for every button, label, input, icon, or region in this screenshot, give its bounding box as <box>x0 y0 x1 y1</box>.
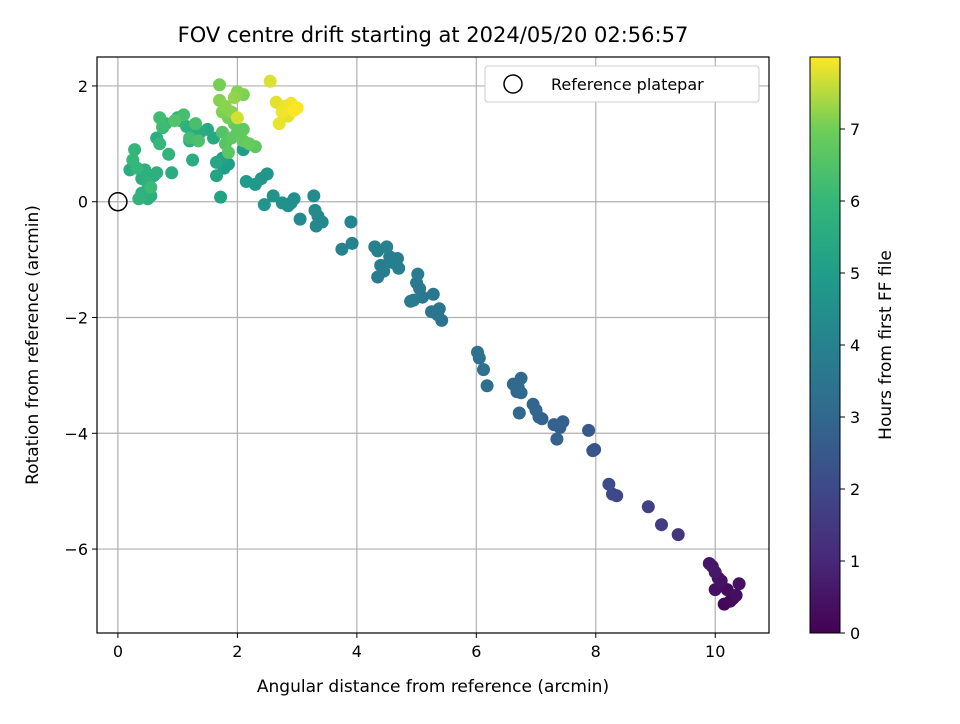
legend-reference-marker <box>503 74 523 94</box>
data-point <box>426 287 440 301</box>
x-tick-label-1: 2 <box>232 642 242 661</box>
data-point <box>345 236 359 250</box>
y-tick-label-0: 2 <box>78 77 88 96</box>
data-point <box>275 105 289 119</box>
x-tick-label-0: 0 <box>113 642 123 661</box>
reference-platepar-marker <box>108 191 128 212</box>
data-point <box>126 153 140 167</box>
data-point <box>477 363 490 377</box>
x-axis-ticks: 0 2 4 6 8 10 <box>113 633 725 661</box>
data-point <box>655 518 668 532</box>
data-point <box>275 196 289 210</box>
data-point <box>287 103 301 117</box>
colorbar-tick-label-1: 1 <box>850 552 860 571</box>
legend-box <box>484 65 760 103</box>
data-point <box>471 345 484 359</box>
data-point <box>192 134 205 148</box>
data-point <box>307 189 321 203</box>
data-point <box>602 477 616 491</box>
data-point <box>586 444 600 458</box>
data-point <box>210 169 223 183</box>
data-point <box>671 528 685 542</box>
data-point <box>309 219 323 233</box>
y-axis-label: Rotation from reference (arcmin) <box>23 205 43 485</box>
data-point <box>144 180 158 194</box>
data-point <box>383 250 397 264</box>
data-point <box>308 203 322 217</box>
x-tick-label-3: 6 <box>471 642 481 661</box>
data-point <box>606 487 619 501</box>
chart-title: FOV centre drift starting at 2024/05/20 … <box>178 23 689 47</box>
data-point <box>221 146 235 159</box>
data-point <box>214 190 228 204</box>
data-point <box>641 500 655 514</box>
data-point <box>153 111 167 125</box>
data-point <box>132 192 146 206</box>
data-point <box>550 432 564 446</box>
data-point <box>210 155 223 169</box>
colorbar-tick-label-3: 3 <box>850 408 860 427</box>
x-axis-label: Angular distance from reference (arcmin) <box>257 677 609 697</box>
data-point <box>380 240 394 254</box>
colorbar-tick-label-6: 6 <box>850 192 860 211</box>
colorbar-tick-label-2: 2 <box>850 480 860 499</box>
data-point <box>162 147 176 161</box>
data-point <box>411 267 425 281</box>
data-point <box>213 78 226 92</box>
data-point <box>512 406 526 420</box>
data-point <box>729 588 743 602</box>
data-point <box>732 577 746 591</box>
colorbar-tick-label-0: 0 <box>850 624 860 643</box>
data-point <box>242 137 256 151</box>
legend: Reference platepar <box>484 65 760 103</box>
colorbar-tick-label-4: 4 <box>850 336 860 355</box>
data-point <box>266 189 280 203</box>
data-point <box>708 565 722 579</box>
data-point <box>128 143 142 157</box>
data-point <box>425 305 438 319</box>
data-point <box>227 91 241 104</box>
data-point <box>263 74 277 88</box>
y-tick-label-2: −2 <box>64 309 88 328</box>
data-point <box>165 166 179 180</box>
colorbar: 0 1 2 3 4 5 6 7 Hours from first FF file <box>809 56 896 643</box>
data-point <box>150 166 164 180</box>
colorbar-gradient <box>809 56 841 634</box>
data-point <box>168 114 182 128</box>
data-points <box>123 74 746 611</box>
y-tick-label-3: −4 <box>64 424 88 443</box>
data-point <box>514 371 528 385</box>
data-point <box>368 240 382 254</box>
y-tick-label-4: −6 <box>64 540 88 559</box>
data-point <box>344 215 358 229</box>
data-point <box>186 153 200 167</box>
data-point <box>230 111 244 125</box>
data-point <box>257 198 271 212</box>
x-tick-label-5: 10 <box>705 642 725 661</box>
data-point <box>404 294 418 308</box>
x-tick-label-2: 4 <box>352 642 362 661</box>
data-point <box>293 212 307 226</box>
data-point <box>335 242 349 256</box>
data-point <box>239 175 253 188</box>
colorbar-label: Hours from first FF file <box>876 250 896 440</box>
colorbar-ticks: 0 1 2 3 4 5 6 7 <box>840 120 860 643</box>
data-point <box>374 258 388 272</box>
data-point <box>189 117 203 131</box>
legend-entry-reference: Reference platepar <box>551 75 704 94</box>
data-point <box>547 418 561 432</box>
plot-frame <box>96 56 770 634</box>
colorbar-tick-label-5: 5 <box>850 264 860 283</box>
x-tick-label-4: 8 <box>591 642 601 661</box>
data-point <box>526 397 540 411</box>
reference-marker-layer <box>108 191 128 212</box>
data-point <box>153 137 167 151</box>
data-point <box>272 117 286 131</box>
y-axis-ticks: 2 0 −2 −4 −6 <box>64 77 97 559</box>
y-tick-label-1: 0 <box>78 193 88 212</box>
colorbar-tick-label-7: 7 <box>850 120 860 139</box>
data-point <box>582 423 596 437</box>
data-point <box>480 379 494 393</box>
